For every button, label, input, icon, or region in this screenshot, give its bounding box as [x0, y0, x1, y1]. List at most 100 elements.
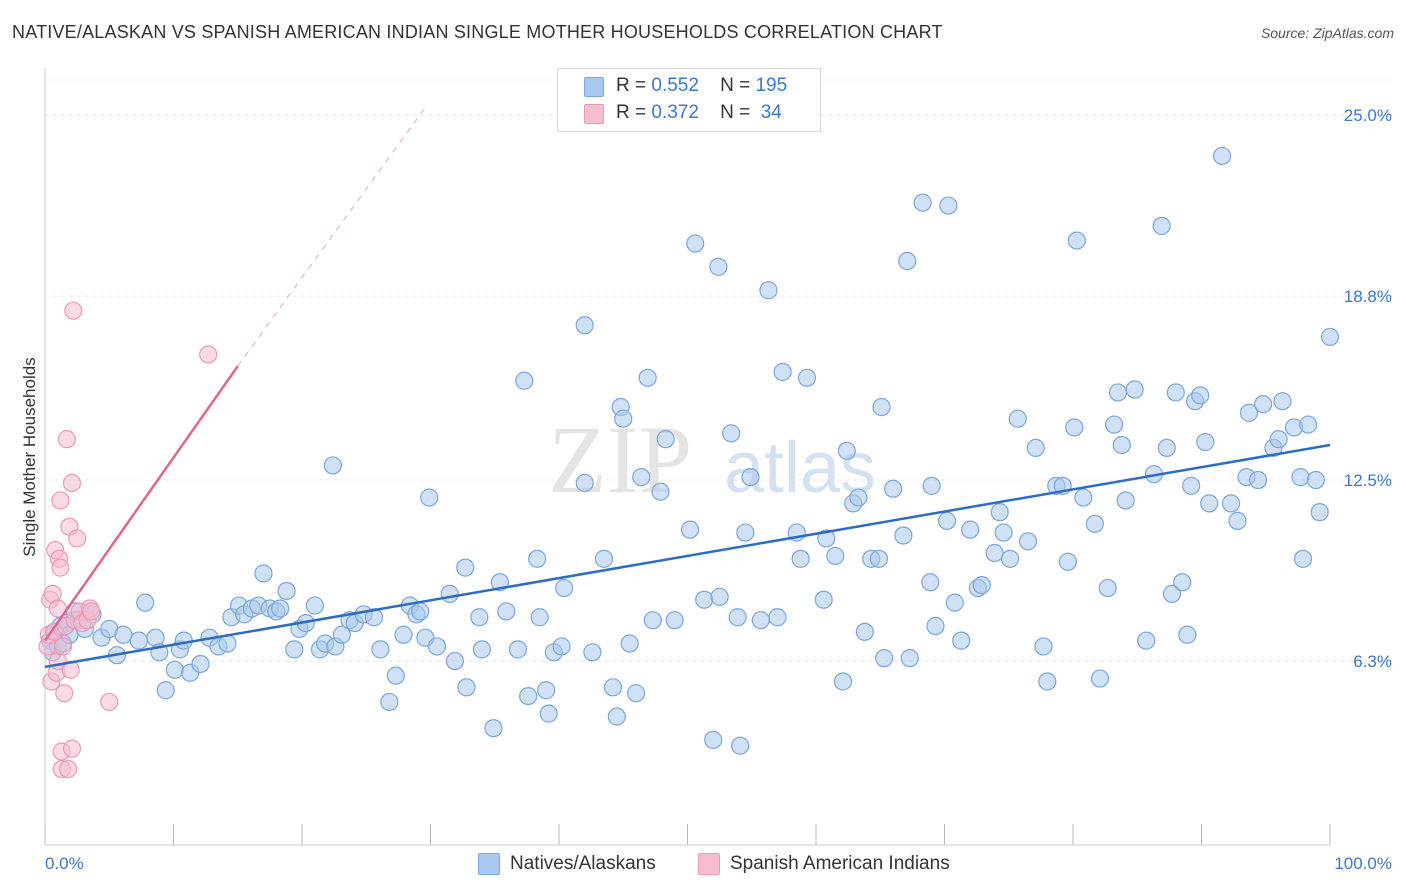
native-point [1196, 432, 1215, 452]
native-point [497, 602, 516, 621]
native-point [1299, 415, 1318, 434]
grid-layer [45, 79, 1392, 662]
native-point [583, 643, 602, 662]
native-point [814, 590, 833, 609]
native-point [614, 409, 633, 428]
native-point [939, 196, 958, 215]
native-point [826, 546, 845, 566]
native-point [156, 681, 175, 700]
native-point [1320, 327, 1340, 347]
native-point [539, 704, 558, 723]
source-credit: Source: ZipAtlas.com [1260, 25, 1394, 41]
native-point [849, 488, 868, 507]
native-point [427, 637, 447, 656]
native-point [1008, 409, 1027, 428]
native-point [1212, 146, 1232, 166]
native-point [136, 593, 155, 612]
legend-swatch-blue [478, 853, 500, 875]
native-point [1018, 532, 1038, 551]
native-point [380, 692, 399, 712]
native-point [922, 476, 941, 495]
tick-labels-layer: 6.3% 12.5% 18.8% 25.0% 0.0% 100.0% [45, 106, 1392, 873]
legend-swatch-blue [584, 77, 604, 97]
legend-n-label: N = [720, 75, 751, 96]
native-point [985, 543, 1004, 563]
native-point [1239, 403, 1259, 422]
native-point [277, 581, 296, 601]
native-point [961, 520, 980, 539]
native-point [1157, 438, 1176, 458]
native-point [1112, 435, 1131, 455]
spanish-point [51, 491, 70, 510]
native-point [394, 625, 413, 644]
native-point [751, 611, 770, 630]
chart-title: NATIVE/ALASKAN VS SPANISH AMERICAN INDIA… [12, 22, 943, 42]
native-point [1221, 494, 1241, 513]
native-point [371, 640, 390, 659]
native-point [632, 467, 651, 487]
native-point [457, 678, 476, 697]
zipatlas-watermark: ZIP atlas [548, 406, 876, 513]
spanish-point [59, 759, 78, 779]
spanish-point [100, 692, 119, 712]
native-point [643, 611, 662, 630]
native-point [530, 608, 549, 627]
legend-n-label: N = [720, 102, 751, 123]
spanish-point [68, 529, 87, 548]
native-point [900, 649, 919, 668]
native-point [1038, 672, 1057, 691]
y-tick-label: 18.8% [1344, 287, 1392, 306]
native-point [1310, 503, 1329, 522]
native-point [695, 590, 714, 609]
native-point [1067, 231, 1086, 250]
native-point [626, 684, 646, 703]
native-point [323, 456, 342, 475]
spanish-point [62, 739, 82, 758]
native-point [1293, 549, 1313, 568]
native-point [875, 649, 894, 668]
native-point [952, 631, 971, 650]
legend-n-value: 34 [755, 102, 782, 123]
native-point [1273, 392, 1292, 411]
native-point [731, 736, 750, 755]
native-point [1182, 476, 1201, 495]
native-point [722, 424, 741, 443]
native-point [837, 441, 856, 460]
native-point [594, 549, 614, 568]
correlation-legend: R = 0.552 N = 195 R = 0.372 N = 34 [557, 68, 821, 132]
native-point [651, 482, 670, 501]
native-point [1034, 637, 1053, 656]
native-point [921, 573, 940, 592]
spanish-trend-extension [237, 108, 425, 367]
native-point [817, 529, 836, 548]
native-point [710, 587, 729, 606]
native-point [855, 622, 874, 641]
native-point [797, 368, 817, 387]
native-point [191, 654, 210, 674]
native-point [1065, 418, 1084, 437]
native-point [686, 234, 705, 253]
native-point [332, 625, 351, 644]
native-point [1166, 383, 1185, 402]
native-point [537, 681, 556, 700]
native-point [1306, 470, 1325, 490]
native-point [445, 651, 465, 671]
native-point [709, 257, 728, 276]
native-point [1254, 395, 1273, 414]
native-point [364, 608, 384, 627]
native-point [420, 488, 439, 507]
spanish-point [64, 301, 83, 320]
y-axis-label: Single Mother Households [20, 357, 39, 556]
native-point [515, 371, 534, 390]
native-point [528, 549, 547, 568]
native-point [1173, 573, 1192, 592]
legend-swatch-pink [698, 853, 720, 875]
spanish-point [57, 430, 76, 449]
native-point [728, 608, 747, 627]
native-point [1137, 631, 1156, 650]
native-point [607, 707, 626, 726]
legend-label-natives: Natives/Alaskans [510, 853, 656, 874]
native-point [1058, 552, 1077, 571]
native-point [1291, 467, 1310, 487]
